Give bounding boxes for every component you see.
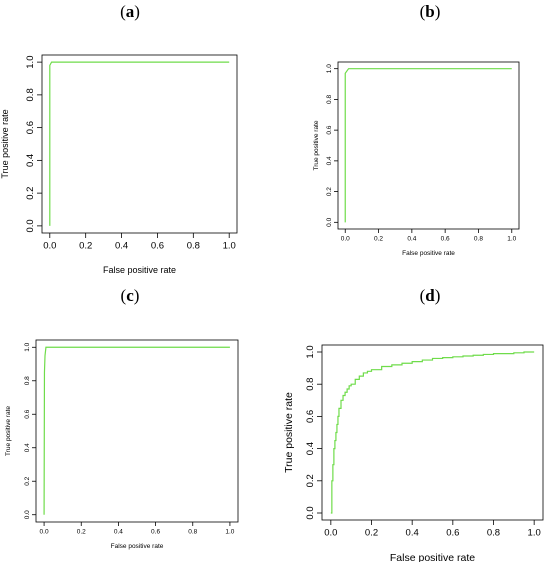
y-tick-label: 0.2 (305, 474, 316, 487)
x-tick-label: 0.6 (446, 528, 459, 539)
y-axis-label: True positive rate (5, 406, 12, 456)
y-tick-label: 0.8 (305, 378, 316, 391)
y-tick-label: 0.2 (25, 187, 36, 200)
x-tick-label: 0.8 (188, 529, 197, 536)
y-tick-label: 0.4 (305, 442, 316, 455)
y-tick-label: 0.6 (326, 125, 333, 134)
y-tick-label: 0.4 (24, 443, 31, 452)
chart-panel-b: 0.0 0.2 0.4 0.6 0.8 1.0 0.0 0.2 0.4 0.6 0.8 1.0 Fals… (313, 61, 520, 257)
y-tick-label: 0.2 (326, 187, 333, 196)
y-axis-label: True positive rate (283, 392, 295, 473)
x-tick-label: 0.0 (324, 528, 337, 539)
panel-label-c: (c) (120, 286, 140, 305)
panel-label-a: (a) (120, 2, 140, 21)
x-axis-label: False positive rate (111, 543, 164, 550)
x-tick-label: 0.2 (79, 241, 92, 252)
x-tick-label: 0.0 (43, 241, 56, 252)
y-axis-label: True positive rate (313, 120, 320, 170)
y-tick-label: 0.6 (305, 410, 316, 423)
y-tick-label: 0.4 (326, 156, 333, 165)
y-tick-label: 1.0 (305, 345, 316, 358)
x-tick-label: 0.4 (114, 529, 123, 536)
chart-panel-a: 0.0 0.2 0.4 0.6 0.8 1.0 0.0 0.2 0.4 0.6 0.8 1.0 Fals… (0, 54, 238, 275)
x-tick-label: 0.8 (187, 241, 200, 252)
x-tick-label: 0.4 (115, 241, 128, 252)
x-axis-label: False positive rate (402, 250, 455, 257)
y-tick-label: 1.0 (326, 64, 333, 73)
plot-frame (35, 339, 239, 523)
y-tick-label: 1.0 (24, 342, 31, 351)
x-tick-label: 0.0 (341, 236, 350, 243)
x-tick-label: 0.8 (487, 528, 500, 539)
x-tick-label: 0.8 (474, 236, 483, 243)
x-tick-label: 0.6 (151, 529, 160, 536)
panel-label-b: (b) (419, 2, 441, 21)
x-tick-label: 1.0 (528, 528, 541, 539)
x-tick-label: 0.4 (406, 528, 419, 539)
chart-panel-d: 0.0 0.2 0.4 0.6 0.8 1.0 0.0 0.2 0.4 0.6 0.8 1.0 Fals… (283, 344, 544, 562)
plot-frame (321, 344, 544, 521)
y-tick-label: 0.4 (25, 154, 36, 167)
y-tick-label: 0.0 (25, 219, 36, 232)
x-tick-label: 0.2 (365, 528, 378, 539)
roc-curve-line (344, 68, 512, 223)
roc-curve-line (49, 61, 230, 226)
x-tick-label: 0.0 (40, 529, 49, 536)
x-tick-label: 0.4 (407, 236, 416, 243)
y-axis-label: True positive rate (0, 109, 10, 178)
y-tick-label: 0.0 (24, 510, 31, 519)
y-tick-label: 0.6 (25, 121, 36, 134)
y-tick-label: 0.8 (326, 95, 333, 104)
x-tick-label: 0.6 (441, 236, 450, 243)
x-tick-label: 1.0 (507, 236, 516, 243)
plot-frame (337, 61, 520, 230)
y-tick-label: 0.2 (24, 476, 31, 485)
y-tick-label: 0.0 (326, 217, 333, 226)
x-axis-label: False positive rate (103, 265, 176, 275)
x-tick-label: 1.0 (225, 529, 234, 536)
x-tick-label: 0.6 (151, 241, 164, 252)
roc-curve-line (330, 351, 535, 514)
x-tick-label: 0.2 (374, 236, 383, 243)
y-tick-label: 0.8 (25, 88, 36, 101)
y-tick-label: 0.0 (305, 506, 316, 519)
plot-frame (41, 54, 238, 234)
x-tick-label: 0.2 (77, 529, 86, 536)
chart-panel-c: 0.0 0.2 0.4 0.6 0.8 1.0 0.0 0.2 0.4 0.6 0.8 1.0 Fals… (5, 339, 239, 550)
y-tick-label: 1.0 (25, 56, 36, 69)
panel-label-d: (d) (419, 286, 441, 305)
x-axis-label: False positive rate (390, 552, 475, 562)
y-tick-label: 0.8 (24, 376, 31, 385)
x-tick-label: 1.0 (223, 241, 236, 252)
roc-curve-line (43, 346, 230, 515)
y-tick-label: 0.6 (24, 409, 31, 418)
